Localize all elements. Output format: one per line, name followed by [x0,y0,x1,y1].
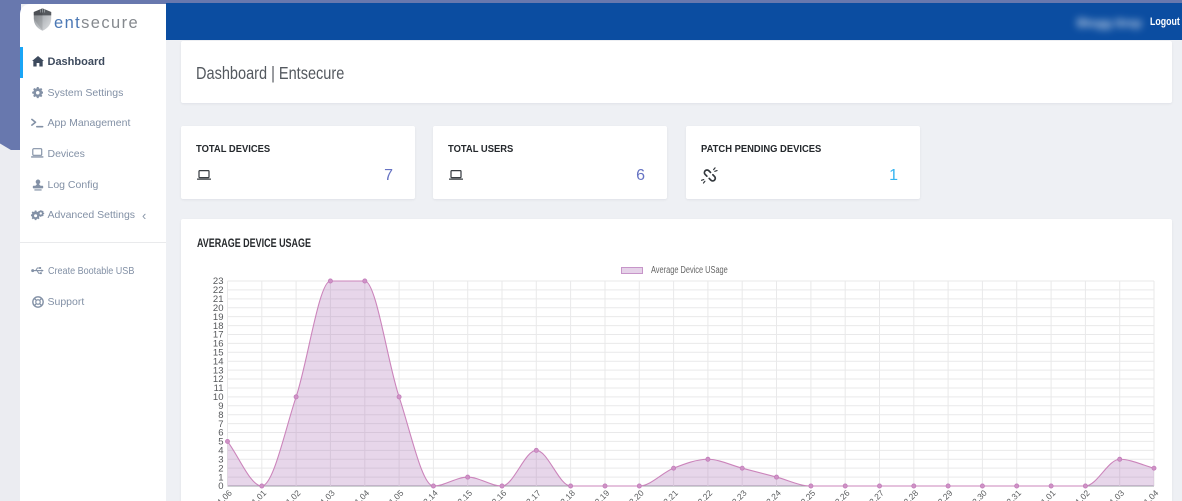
svg-text:8: 8 [218,410,223,421]
svg-text:01.05: 01.05 [383,488,405,501]
svg-text:01.02: 01.02 [1070,488,1092,501]
svg-text:01.04: 01.04 [1138,488,1160,501]
svg-text:12.28: 12.28 [898,488,920,501]
svg-text:12.20: 12.20 [624,488,646,501]
svg-text:21: 21 [213,294,224,305]
svg-text:12.25: 12.25 [795,488,817,501]
svg-text:01.01: 01.01 [246,488,268,501]
svg-text:4: 4 [218,446,223,457]
svg-text:10: 10 [213,392,224,403]
svg-text:15: 15 [213,348,224,359]
svg-text:12.21: 12.21 [658,488,680,501]
svg-text:12.19: 12.19 [589,488,611,501]
svg-text:12.16: 12.16 [486,488,508,501]
svg-text:12.27: 12.27 [864,488,886,501]
svg-text:17: 17 [213,330,224,341]
svg-text:01.03: 01.03 [1104,488,1126,501]
svg-text:12.29: 12.29 [932,488,954,501]
svg-text:14: 14 [213,356,224,367]
svg-text:01.03: 01.03 [315,488,337,501]
svg-text:11: 11 [214,383,224,394]
svg-text:01.02: 01.02 [280,488,302,501]
svg-text:23: 23 [213,276,224,287]
svg-text:18: 18 [213,321,224,332]
svg-text:12.15: 12.15 [452,488,474,501]
svg-text:12.24: 12.24 [761,488,783,501]
svg-text:12.14: 12.14 [418,488,440,501]
svg-text:9: 9 [218,401,223,412]
svg-text:01.01: 01.01 [1035,488,1057,501]
svg-text:16: 16 [213,339,224,350]
svg-text:6: 6 [218,428,223,439]
svg-text:12.17: 12.17 [521,488,543,501]
svg-text:12.23: 12.23 [726,488,748,501]
svg-text:12.18: 12.18 [555,488,577,501]
svg-text:12: 12 [213,374,224,385]
svg-text:3: 3 [218,454,223,465]
svg-text:20: 20 [213,303,224,314]
svg-text:13: 13 [213,365,224,376]
svg-text:2: 2 [218,463,223,474]
svg-text:1: 1 [218,472,223,483]
svg-text:12.31: 12.31 [1001,488,1023,501]
svg-text:12.30: 12.30 [967,488,989,501]
svg-text:01.04: 01.04 [349,488,371,501]
svg-text:7: 7 [218,419,223,430]
svg-text:12.26: 12.26 [829,488,851,501]
svg-text:22: 22 [213,285,224,296]
svg-text:12.22: 12.22 [692,488,714,501]
svg-text:0: 0 [218,481,223,492]
svg-text:5: 5 [218,437,223,448]
svg-text:19: 19 [213,312,224,323]
